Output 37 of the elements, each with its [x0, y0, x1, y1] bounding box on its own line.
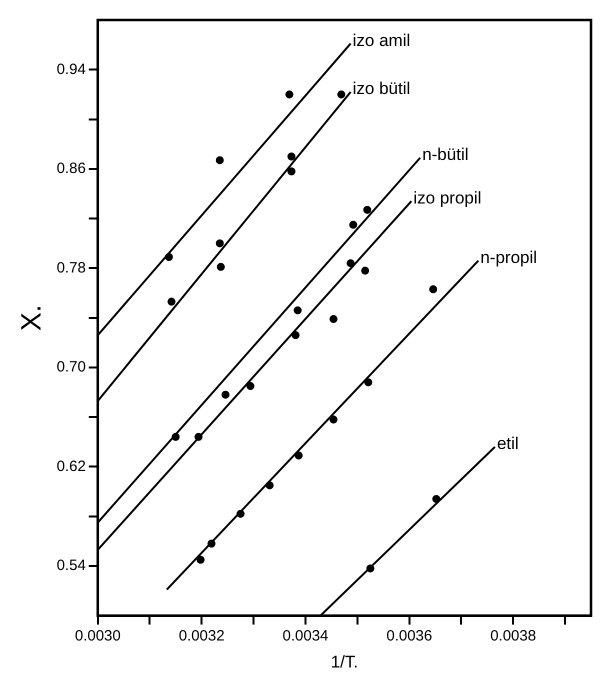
y-tick-label: 0.54	[56, 557, 86, 574]
point	[337, 90, 346, 98]
series-label: izo bütil	[352, 79, 410, 98]
x-tick-label: 0.0032	[178, 628, 225, 645]
series-label: etil	[496, 434, 519, 454]
x-tick-label: 0.0038	[490, 628, 536, 645]
point	[429, 285, 438, 294]
point	[349, 220, 358, 229]
point	[246, 382, 254, 390]
y-tick-label: 0.94	[56, 60, 86, 78]
x-tick-label: 0.0036	[386, 628, 432, 645]
x-tick-label: 0.0034	[282, 628, 328, 645]
y-tick-label: 0.70	[56, 358, 86, 376]
point	[216, 156, 224, 164]
point	[294, 306, 302, 314]
x-tick-label: 0.0030	[74, 628, 121, 645]
series-label: izo propil	[413, 188, 482, 208]
point	[196, 556, 205, 564]
point	[287, 152, 296, 160]
point	[287, 167, 296, 176]
point	[216, 262, 225, 271]
point	[361, 266, 370, 275]
series-label: izo amil	[352, 30, 410, 50]
y-axis-title: X.	[16, 304, 47, 332]
point	[222, 390, 230, 399]
series-label: n-propil	[480, 248, 538, 267]
point	[329, 315, 338, 324]
y-tick-label: 0.78	[56, 259, 86, 276]
point	[285, 90, 294, 98]
point	[216, 239, 224, 248]
x-axis-title: 1/T.	[330, 652, 358, 672]
point	[168, 298, 176, 306]
series-label: n-bütil	[422, 144, 469, 164]
point	[329, 416, 338, 424]
point	[363, 206, 372, 214]
y-tick-label: 0.62	[56, 458, 86, 475]
y-tick-label: 0.86	[56, 160, 86, 178]
